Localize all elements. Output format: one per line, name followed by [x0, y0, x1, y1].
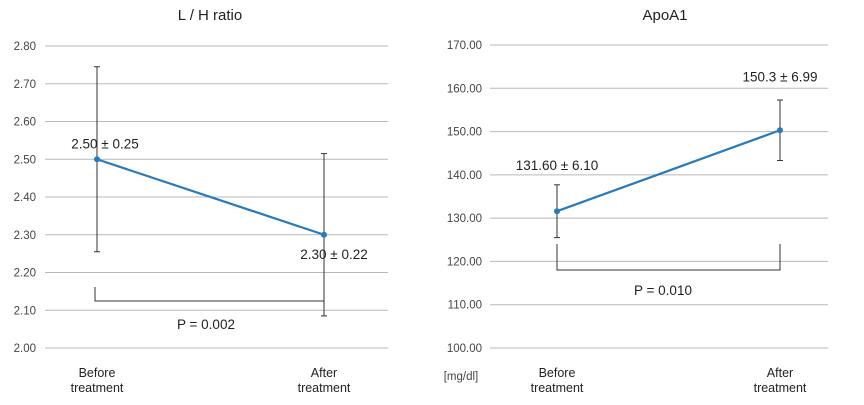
y-tick-label: 2.60: [14, 117, 36, 129]
y-tick-label: 2.20: [14, 268, 36, 280]
data-label: 2.50 ± 0.25: [71, 136, 138, 151]
y-tick-label: 2.50: [14, 154, 36, 166]
data-point: [777, 127, 783, 134]
x-category-label: Before: [79, 366, 116, 380]
y-unit-label: [mg/dl]: [444, 371, 479, 383]
significance-bracket: [94, 287, 325, 302]
series-line: [556, 129, 781, 213]
y-tick-label: 160.00: [447, 83, 482, 95]
data-label: 2.30 ± 0.22: [300, 247, 367, 262]
x-category-label: treatment: [531, 381, 584, 395]
x-category-label: After: [311, 366, 337, 380]
chart-title: L / H ratio: [178, 7, 242, 24]
y-tick-label: 2.10: [14, 305, 36, 317]
y-tick-label: 130.00: [447, 213, 482, 225]
p-value-label: P = 0.010: [634, 283, 692, 298]
y-tick-label: 2.80: [14, 41, 36, 53]
data-point: [321, 231, 327, 238]
y-tick-label: 100.00: [447, 343, 482, 355]
data-point: [554, 208, 560, 215]
data-label: 150.3 ± 6.99: [743, 69, 818, 84]
y-tick-label: 2.30: [14, 230, 36, 242]
data-point: [94, 156, 100, 163]
x-category-label: treatment: [71, 381, 124, 395]
y-tick-label: 2.40: [14, 192, 36, 204]
x-category-label: After: [767, 366, 793, 380]
y-tick-label: 120.00: [447, 256, 482, 268]
series-line: [96, 158, 325, 236]
significance-bracket: [556, 244, 781, 271]
y-tick-label: 2.70: [14, 79, 36, 91]
x-category-label: treatment: [754, 381, 807, 395]
y-tick-label: 140.00: [447, 170, 482, 182]
chart-title: ApoA1: [642, 7, 687, 24]
y-tick-label: 150.00: [447, 127, 482, 139]
y-tick-label: 110.00: [448, 300, 482, 312]
x-category-label: Before: [539, 366, 576, 380]
p-value-label: P = 0.002: [177, 317, 235, 332]
data-label: 131.60 ± 6.10: [516, 158, 598, 173]
x-category-label: treatment: [298, 381, 351, 395]
y-tick-label: 170.00: [447, 40, 482, 52]
y-tick-label: 2.00: [14, 343, 36, 355]
